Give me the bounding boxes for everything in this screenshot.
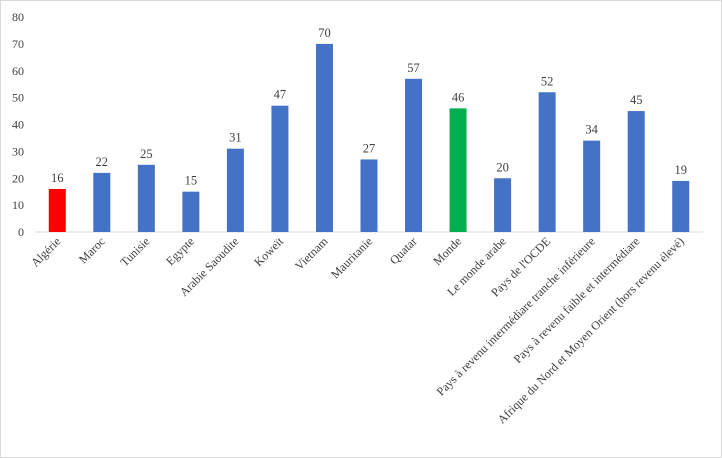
bar bbox=[48, 189, 66, 232]
value-label: 45 bbox=[630, 93, 643, 107]
bar bbox=[449, 108, 467, 232]
bar bbox=[405, 78, 423, 232]
value-label: 34 bbox=[585, 123, 598, 137]
value-label: 46 bbox=[452, 90, 465, 104]
value-label: 22 bbox=[96, 155, 109, 169]
value-label: 16 bbox=[51, 171, 64, 185]
value-label: 70 bbox=[318, 26, 331, 40]
y-tick-label: 10 bbox=[12, 198, 24, 212]
bar bbox=[494, 178, 512, 232]
y-tick-label: 60 bbox=[12, 64, 24, 78]
bar bbox=[627, 111, 645, 232]
bar bbox=[538, 92, 556, 232]
bar bbox=[271, 105, 289, 232]
bar bbox=[182, 191, 200, 232]
bar bbox=[93, 172, 111, 232]
y-tick-label: 40 bbox=[12, 118, 24, 132]
y-tick-label: 80 bbox=[12, 10, 24, 24]
y-tick-label: 30 bbox=[12, 144, 24, 158]
value-label: 31 bbox=[229, 131, 242, 145]
y-tick-label: 50 bbox=[12, 91, 24, 105]
bar bbox=[672, 180, 690, 232]
value-label: 57 bbox=[407, 61, 420, 75]
bar bbox=[583, 140, 601, 232]
value-label: 47 bbox=[274, 88, 287, 102]
bar bbox=[315, 43, 333, 232]
y-tick-label: 70 bbox=[12, 37, 24, 51]
y-tick-label: 20 bbox=[12, 171, 24, 185]
value-label: 52 bbox=[541, 74, 554, 88]
value-label: 15 bbox=[185, 174, 198, 188]
y-tick-label: 0 bbox=[18, 225, 24, 239]
value-label: 20 bbox=[496, 160, 509, 174]
value-label: 27 bbox=[363, 141, 376, 155]
bar bbox=[360, 159, 378, 232]
bar bbox=[137, 164, 155, 232]
bar bbox=[226, 148, 244, 232]
value-label: 19 bbox=[674, 163, 687, 177]
value-label: 25 bbox=[140, 147, 153, 161]
